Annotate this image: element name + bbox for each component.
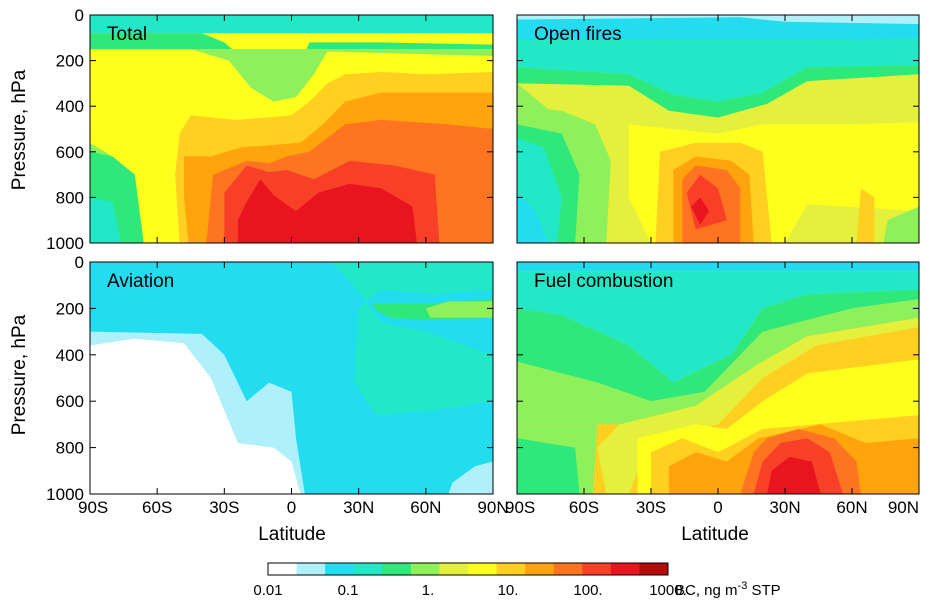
colorbar-swatch <box>525 563 555 575</box>
colorbar-swatch <box>496 563 526 575</box>
contour-level-5 <box>190 49 493 102</box>
colorbar-unit-exponent: -3 <box>738 580 748 592</box>
contour-level-2 <box>517 192 549 243</box>
x-tick-label: 30N <box>769 498 800 517</box>
y-tick-label: 1000 <box>46 234 84 253</box>
colorbar-swatch <box>553 563 583 575</box>
contour-level-2 <box>517 17 919 41</box>
x-tick-label: 30S <box>636 498 666 517</box>
colorbar-tick-label: 10. <box>498 582 519 599</box>
contour-level-3 <box>90 15 493 34</box>
panel-title: Open fires <box>534 24 622 45</box>
y-tick-label: 200 <box>56 52 84 71</box>
x-tick-label: 90S <box>505 498 535 517</box>
y-tick-label: 1000 <box>46 485 84 504</box>
x-tick-label: 0 <box>713 498 722 517</box>
x-tick-label: 30N <box>343 498 374 517</box>
x-tick-label: 60N <box>410 498 441 517</box>
x-tick-label: 60N <box>836 498 867 517</box>
colorbar-swatch <box>410 563 440 575</box>
x-axis-label-right: Latitude <box>681 524 749 545</box>
contour-level-12 <box>767 456 821 494</box>
contour-level-2 <box>90 262 337 332</box>
colorbar-swatch <box>296 563 326 575</box>
contour-level-3 <box>90 197 122 243</box>
contour-level-6 <box>597 317 919 494</box>
y-tick-label: 600 <box>56 143 84 162</box>
y-tick-label: 400 <box>56 346 84 365</box>
panel-total <box>90 15 493 243</box>
axes-layer: Total 0 200 400 600 800 1000 Open fires Aviation… <box>46 6 920 517</box>
contour-level-3 <box>517 271 919 383</box>
y-tick-label: 800 <box>56 439 84 458</box>
colorbar-tick-label: 0.1 <box>338 582 359 599</box>
colorbar-tick-label: 1000. <box>649 582 687 599</box>
panel-aviation <box>90 262 493 494</box>
colorbar-tick-label: 100. <box>573 582 602 599</box>
colorbar-unit-suffix: STP <box>747 582 780 599</box>
x-tick-label: 90N <box>888 498 919 517</box>
panel-open-fires <box>517 15 919 243</box>
contour-level-5 <box>517 299 919 425</box>
colorbar-swatch <box>353 563 383 575</box>
contour-level-4 <box>517 438 580 494</box>
x-axis-label-left: Latitude <box>258 524 326 545</box>
contour-level-8 <box>856 188 875 243</box>
contour-level-3 <box>331 262 493 416</box>
colorbar-unit-prefix: BC, ng m <box>675 582 738 599</box>
contour-level-12 <box>246 179 417 243</box>
panel-title: Total <box>107 24 147 45</box>
y-tick-label: 0 <box>75 6 84 25</box>
colorbar-tick-label: 1. <box>422 582 435 599</box>
contour-level-5 <box>425 301 493 318</box>
x-tick-label: 30S <box>209 498 239 517</box>
colorbar-tick-label: 0.01 <box>253 582 282 599</box>
y-tick-label: 400 <box>56 97 84 116</box>
colorbar-frame <box>267 562 669 576</box>
y-tick-label: 200 <box>56 299 84 318</box>
y-axis-label-top: Pressure, hPa <box>9 69 30 190</box>
y-tick-label: 800 <box>56 188 84 207</box>
colorbar-swatch <box>468 563 498 575</box>
contour-level-4 <box>517 289 919 402</box>
contour-level-5 <box>883 206 919 243</box>
x-tick-label: 90N <box>477 498 508 517</box>
contour-level-3 <box>517 37 919 102</box>
colorbar-swatch <box>325 563 355 575</box>
colorbar-swatch <box>439 563 469 575</box>
contour-level-0 <box>90 338 301 494</box>
panel-fuel-combustion <box>517 262 919 494</box>
x-tick-label: 60S <box>142 498 172 517</box>
x-tick-label: 0 <box>287 498 296 517</box>
colorbar-swatch <box>610 563 640 575</box>
colorbar-swatch <box>582 563 612 575</box>
contour-level-12 <box>237 202 252 243</box>
panel-title: Aviation <box>107 271 174 292</box>
colorbar-swatch <box>268 563 298 575</box>
panel-title: Fuel combustion <box>534 271 673 292</box>
contour-level-12 <box>691 197 710 225</box>
y-tick-label: 600 <box>56 392 84 411</box>
contour-level-1 <box>448 461 493 494</box>
colorbar: 0.01 0.1 1. 10. 100. 1000. <box>253 562 687 599</box>
y-axis-label-bottom: Pressure, hPa <box>9 314 30 435</box>
y-tick-label: 0 <box>75 253 84 272</box>
colorbar-unit-label: BC, ng m-3 STP <box>675 580 781 599</box>
panels-layer <box>90 15 919 494</box>
contour-level-4 <box>517 65 919 118</box>
contour-level-1 <box>517 15 919 25</box>
x-tick-label: 90S <box>78 498 108 517</box>
colorbar-swatch <box>382 563 412 575</box>
colorbar-swatch <box>639 563 669 575</box>
x-tick-label: 60S <box>569 498 599 517</box>
